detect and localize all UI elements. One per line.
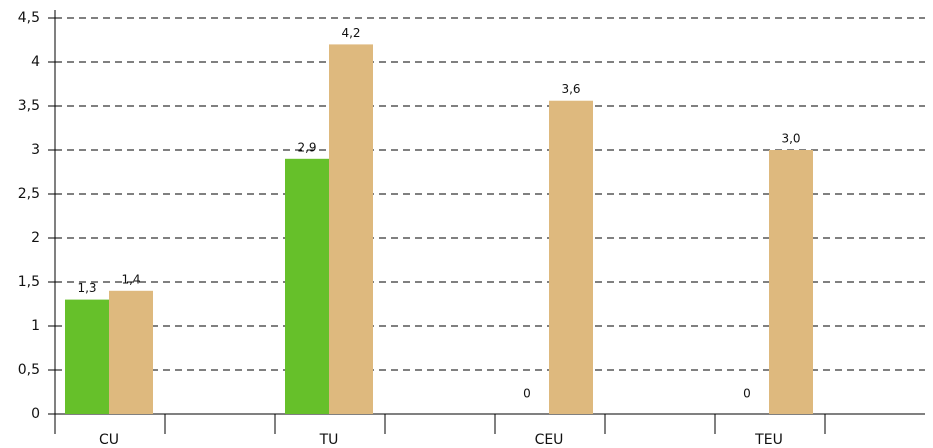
- y-tick-label: 2,5: [18, 186, 40, 202]
- x-tick-label: CEU: [535, 432, 564, 448]
- bar: [549, 100, 593, 414]
- value-label: 3,0: [781, 132, 800, 146]
- value-label: 3,6: [561, 82, 580, 96]
- bar: [769, 150, 813, 414]
- x-tick-label: CU: [99, 432, 119, 448]
- value-label: 4,2: [341, 26, 360, 40]
- y-tick-label: 1,5: [18, 274, 40, 290]
- bar: [109, 290, 153, 414]
- y-tick-label: 4: [31, 54, 40, 70]
- x-tick-label: TU: [319, 432, 339, 448]
- value-label: 0: [523, 387, 531, 401]
- y-tick-label: 3: [31, 142, 40, 158]
- y-tick-label: 3,5: [18, 98, 40, 114]
- y-tick-label: 0: [31, 406, 40, 422]
- y-tick-label: 1: [31, 318, 40, 334]
- value-label: 1,3: [77, 281, 96, 295]
- y-tick-label: 0,5: [18, 362, 40, 378]
- y-tick-label: 2: [31, 230, 40, 246]
- y-tick-label: 4,5: [18, 10, 40, 26]
- value-label: 1,4: [121, 272, 140, 286]
- value-label: 2,9: [297, 140, 316, 154]
- value-label: 0: [743, 387, 751, 401]
- x-tick-label: TEU: [754, 432, 783, 448]
- bar: [329, 44, 373, 415]
- bar: [65, 299, 109, 414]
- bar: [285, 158, 329, 414]
